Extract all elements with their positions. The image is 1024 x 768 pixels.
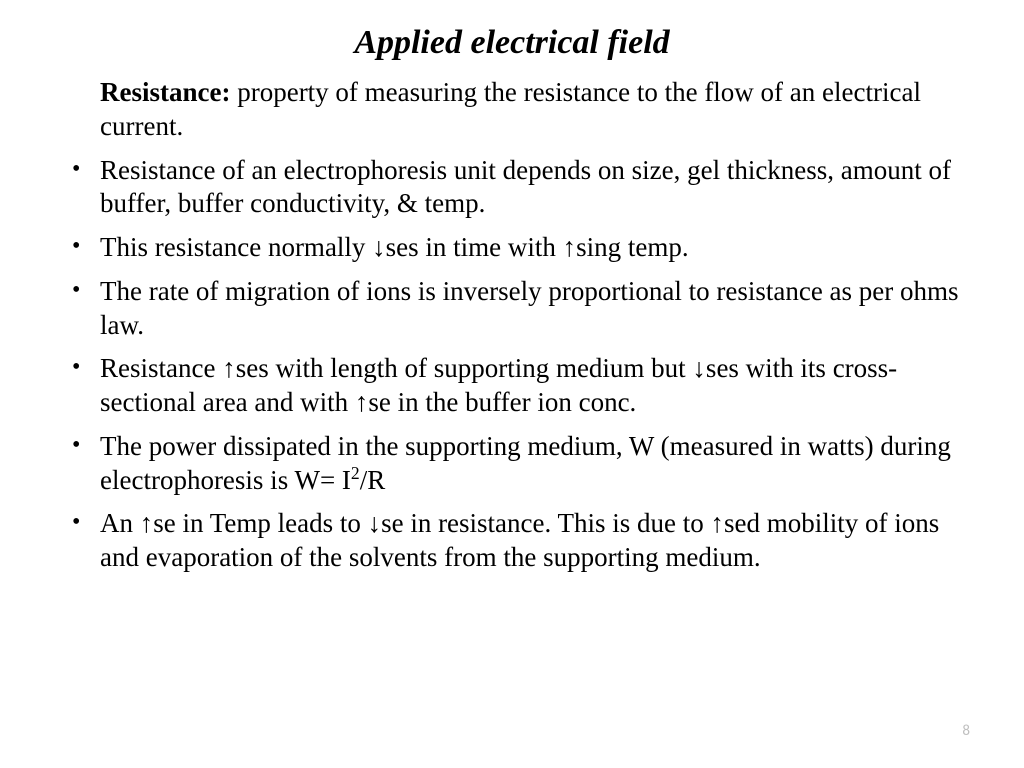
intro-paragraph: Resistance: property of measuring the re… xyxy=(100,76,964,144)
list-item-formula: The power dissipated in the supporting m… xyxy=(64,430,964,498)
list-item: Resistance of an electrophoresis unit de… xyxy=(64,154,964,222)
slide-title: Applied electrical field xyxy=(60,24,964,62)
list-item: Resistance ↑ses with length of supportin… xyxy=(64,352,964,420)
formula-post: /R xyxy=(360,465,386,495)
formula-pre: The power dissipated in the supporting m… xyxy=(100,431,951,495)
slide: Applied electrical field Resistance: pro… xyxy=(0,0,1024,768)
list-item: An ↑se in Temp leads to ↓se in resistanc… xyxy=(64,507,964,575)
intro-label: Resistance: xyxy=(100,77,230,107)
formula-superscript: 2 xyxy=(351,463,360,483)
list-item: The rate of migration of ions is inverse… xyxy=(64,275,964,343)
list-item: This resistance normally ↓ses in time wi… xyxy=(64,231,964,265)
bullet-list: Resistance of an electrophoresis unit de… xyxy=(64,154,964,575)
page-number: 8 xyxy=(962,722,970,740)
